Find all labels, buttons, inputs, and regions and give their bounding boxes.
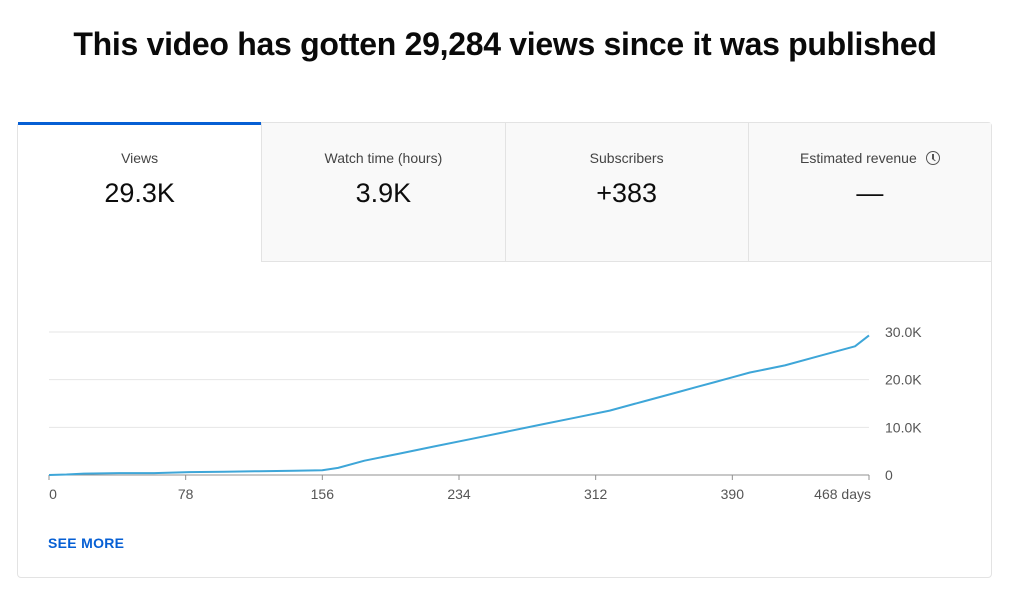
- y-tick-label: 30.0K: [885, 324, 922, 340]
- views-series-line: [48, 334, 870, 476]
- y-tick-label: 0: [885, 467, 893, 483]
- y-tick-label: 10.0K: [885, 419, 922, 435]
- x-tick-label: 78: [178, 486, 194, 502]
- tab-value: —: [856, 178, 884, 208]
- clock-icon[interactable]: [925, 151, 940, 165]
- x-tick-label: 156: [311, 486, 335, 502]
- tab-watch-time[interactable]: Watch time (hours) 3.9K: [261, 123, 505, 262]
- views-line-chart: 0 10.0K 20.0K 30.0K 0 78 156 234 312 390 468 days: [48, 324, 922, 502]
- x-tick-label: 0: [49, 486, 57, 502]
- tab-label: Subscribers: [589, 150, 664, 166]
- headline: This video has gotten 29,284 views since…: [73, 26, 937, 62]
- tab-label-wrapper: Estimated revenue: [749, 150, 991, 166]
- tab-value: 29.3K: [104, 178, 175, 208]
- tab-label: Estimated revenue: [800, 150, 917, 166]
- see-more-link[interactable]: SEE MORE: [48, 535, 125, 551]
- tab-subscribers[interactable]: Subscribers +383: [504, 123, 748, 262]
- tab-views[interactable]: Views 29.3K: [18, 122, 262, 262]
- x-tick-label: 468 days: [814, 486, 871, 502]
- tab-value: 3.9K: [355, 178, 412, 208]
- x-tick-label: 234: [447, 486, 471, 502]
- metric-tabs: Views 29.3K Watch time (hours) 3.9K Subs…: [18, 122, 991, 262]
- tab-estimated-revenue[interactable]: Estimated revenue —: [747, 123, 991, 262]
- tab-value: +383: [596, 178, 658, 208]
- tab-label: Watch time (hours): [324, 150, 443, 166]
- analytics-card: Views 29.3K Watch time (hours) 3.9K Subs…: [17, 122, 992, 578]
- y-tick-label: 20.0K: [885, 372, 922, 388]
- tab-label: Views: [121, 150, 159, 166]
- x-tick-label: 390: [721, 486, 745, 502]
- x-tick-label: 312: [584, 486, 608, 502]
